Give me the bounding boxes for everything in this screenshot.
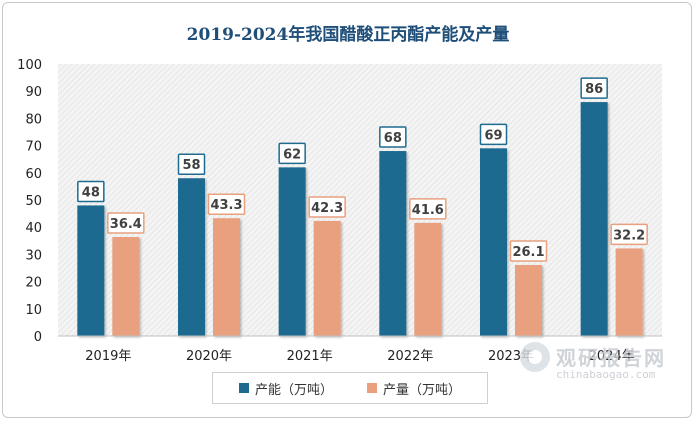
watermark-name: 观研报告网 (556, 346, 666, 370)
data-label: 69 (484, 128, 502, 143)
data-label: 68 (384, 131, 402, 146)
data-label-box (610, 223, 648, 246)
y-tick-label: 0 (34, 330, 42, 345)
legend-label-output: 产量（万吨） (383, 382, 462, 398)
data-label: 36.4 (110, 217, 142, 232)
y-tick-label: 90 (25, 85, 42, 100)
bar (580, 102, 608, 336)
data-label-box (409, 198, 447, 220)
y-tick-label: 30 (25, 248, 42, 263)
y-tick-label: 20 (25, 276, 42, 291)
legend-item-output: 产量（万吨） (367, 379, 461, 398)
data-label-box (278, 142, 306, 165)
legend-label-capacity: 产能（万吨） (254, 382, 333, 398)
y-tick-label: 40 (25, 221, 42, 236)
bar (480, 148, 507, 336)
data-label: 86 (585, 82, 603, 97)
bar (615, 248, 643, 336)
data-label-box (379, 126, 407, 148)
watermark-logo-icon (520, 342, 550, 372)
bar (414, 222, 442, 336)
data-label-box (177, 153, 206, 175)
bars: 48 36.4 58 43.3 62 42.3 68 41.6 69 26.1 86 32.2 (77, 77, 648, 336)
legend-item-capacity: 产能（万吨） (238, 379, 333, 398)
y-axis: 0 10 20 30 40 50 60 70 80 90 100 (17, 58, 42, 345)
data-label: 32.2 (613, 228, 645, 243)
data-label-box (580, 77, 608, 99)
x-tick-label: 2021年 (287, 349, 333, 364)
bar (515, 265, 542, 336)
watermark: 观研报告网 chinabaogao.com (520, 342, 690, 386)
data-label-box (479, 123, 508, 146)
legend-swatch-capacity (238, 383, 249, 393)
chart-title: 2019-2024年我国醋酸正丙酯产能及产量 (186, 25, 510, 45)
legend: 产能（万吨） 产量（万吨） (212, 372, 488, 404)
x-tick-label: 2019年 (85, 349, 131, 364)
y-tick-label: 70 (25, 140, 42, 155)
data-label: 58 (182, 158, 200, 173)
data-label-box (308, 196, 346, 218)
data-label-box (207, 193, 246, 215)
x-axis: 2019年 2020年 2021年 2022年 2023年 2024年 (58, 335, 662, 364)
x-tick-label: 2022年 (387, 349, 433, 364)
bar (278, 167, 306, 336)
legend-swatch-output (367, 383, 377, 393)
data-label: 41.6 (412, 203, 444, 218)
data-label-box (509, 240, 548, 262)
bar (213, 218, 240, 336)
bar (178, 178, 205, 336)
data-label: 43.3 (210, 198, 242, 213)
y-tick-label: 50 (25, 194, 42, 209)
watermark-url: chinabaogao.com (556, 368, 656, 381)
plot-area (58, 64, 662, 336)
data-label: 62 (283, 147, 301, 162)
y-tick-label: 100 (17, 58, 42, 73)
data-label: 26.1 (512, 245, 544, 260)
x-tick-label: 2024年 (589, 349, 635, 364)
bar (313, 220, 341, 336)
y-tick-label: 60 (25, 167, 42, 182)
y-tick-label: 10 (25, 303, 42, 318)
data-label-box (77, 180, 105, 203)
bar (112, 236, 140, 336)
bar (77, 205, 105, 336)
data-label: 48 (82, 185, 100, 200)
data-label: 42.3 (311, 201, 343, 216)
x-tick-label: 2020年 (186, 349, 232, 364)
bar (379, 151, 407, 336)
y-tick-label: 80 (25, 112, 42, 127)
data-label-box (107, 212, 145, 234)
